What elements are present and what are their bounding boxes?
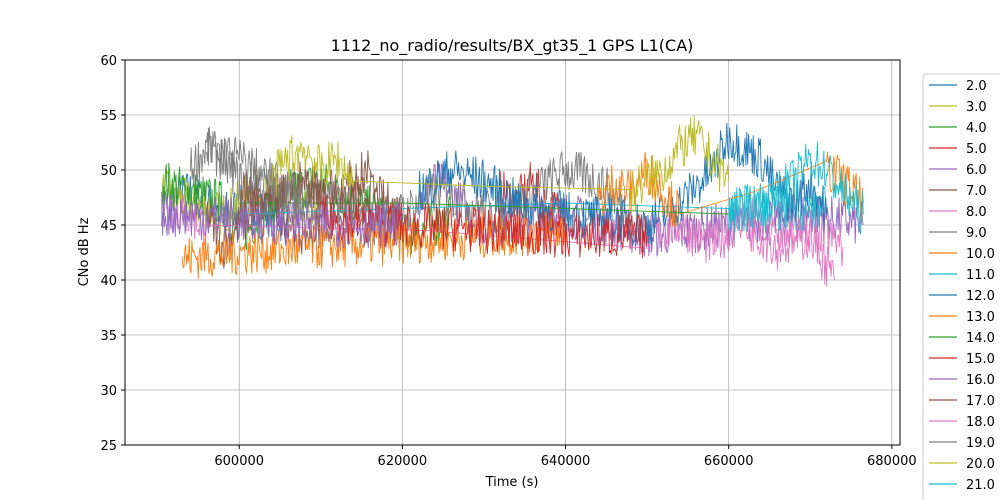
x-axis-label: Time (s) <box>485 475 539 490</box>
chart-title: 1112_no_radio/results/BX_gt35_1 GPS L1(C… <box>331 36 694 56</box>
legend-item-9.0: 9.0 <box>929 226 987 241</box>
x-tick-label: 600000 <box>214 454 264 469</box>
legend-item-16.0: 16.0 <box>929 373 995 388</box>
legend-item-3.0: 3.0 <box>929 100 987 115</box>
y-tick-label: 25 <box>100 439 117 454</box>
series-line-20.0 <box>271 115 730 214</box>
legend-label: 7.0 <box>966 184 987 199</box>
legend-box <box>922 73 1000 500</box>
legend-item-13.0: 13.0 <box>929 310 995 325</box>
legend-item-17.0: 17.0 <box>929 394 995 409</box>
legend-item-4.0: 4.0 <box>929 121 987 136</box>
x-axis: 600000 620000 640000 660000 680000 <box>214 445 917 469</box>
legend-label: 17.0 <box>966 394 995 409</box>
legend-label: 3.0 <box>966 100 987 115</box>
y-tick-label: 30 <box>100 384 117 399</box>
series-line-10.0 <box>181 209 566 280</box>
series-line-18.0 <box>744 211 836 287</box>
y-tick-label: 50 <box>100 164 117 179</box>
legend-item-12.0: 12.0 <box>929 289 995 304</box>
legend-label: 4.0 <box>966 121 987 136</box>
legend-label: 6.0 <box>966 163 987 178</box>
y-tick-label: 35 <box>100 329 117 344</box>
y-axis-label: CNo dB Hz <box>77 217 92 286</box>
legend-item-8.0: 8.0 <box>929 205 987 220</box>
legend-item-15.0: 15.0 <box>929 352 995 367</box>
legend-label: 2.0 <box>966 79 987 94</box>
legend-item-2.0: 2.0 <box>929 79 987 94</box>
legend-label: 12.0 <box>966 289 995 304</box>
legend-label: 5.0 <box>966 142 987 157</box>
legend-label: 10.0 <box>966 247 995 262</box>
legend-label: 19.0 <box>966 436 995 451</box>
x-tick-label: 660000 <box>704 454 754 469</box>
legend-item-10.0: 10.0 <box>929 247 995 262</box>
y-tick-label: 60 <box>100 54 117 69</box>
legend-label: 14.0 <box>966 331 995 346</box>
plot-frame <box>124 59 901 446</box>
series-line-21.0 <box>728 142 864 235</box>
x-tick-label: 620000 <box>378 454 428 469</box>
legend-item-21.0: 21.0 <box>929 478 995 493</box>
series-line-8.0 <box>161 194 844 267</box>
legend-item-19.0: 19.0 <box>929 436 995 451</box>
series-line-19.0 <box>206 127 305 221</box>
legend-label: 11.0 <box>966 268 995 283</box>
legend-item-5.0: 5.0 <box>929 142 987 157</box>
legend-item-6.0: 6.0 <box>929 163 987 178</box>
series-line-16.0 <box>161 191 403 249</box>
series-line-12.0 <box>418 122 828 246</box>
x-tick-label: 680000 <box>867 454 917 469</box>
legend-label: 21.0 <box>966 478 995 493</box>
legend-label: 16.0 <box>966 373 995 388</box>
legend: 2.0 3.0 4.0 5.0 6.0 7.0 8.0 9.0 10.0 11.0 12.0 13.0… <box>922 73 1000 500</box>
series-lines <box>161 115 864 287</box>
legend-label: 13.0 <box>966 310 995 325</box>
legend-item-14.0: 14.0 <box>929 331 995 346</box>
legend-label: 18.0 <box>966 415 995 430</box>
series-line-13.0 <box>597 151 864 228</box>
y-tick-label: 55 <box>100 109 117 124</box>
legend-item-7.0: 7.0 <box>929 184 987 199</box>
legend-item-11.0: 11.0 <box>929 268 995 283</box>
legend-item-20.0: 20.0 <box>929 457 995 472</box>
x-tick-label: 640000 <box>541 454 591 469</box>
legend-label: 9.0 <box>966 226 987 241</box>
y-axis: 25 30 35 40 45 50 55 60 <box>100 54 125 454</box>
legend-label: 8.0 <box>966 205 987 220</box>
legend-item-18.0: 18.0 <box>929 415 995 430</box>
y-tick-label: 40 <box>100 274 117 289</box>
legend-label: 15.0 <box>966 352 995 367</box>
y-tick-label: 45 <box>100 219 117 234</box>
legend-label: 20.0 <box>966 457 995 472</box>
